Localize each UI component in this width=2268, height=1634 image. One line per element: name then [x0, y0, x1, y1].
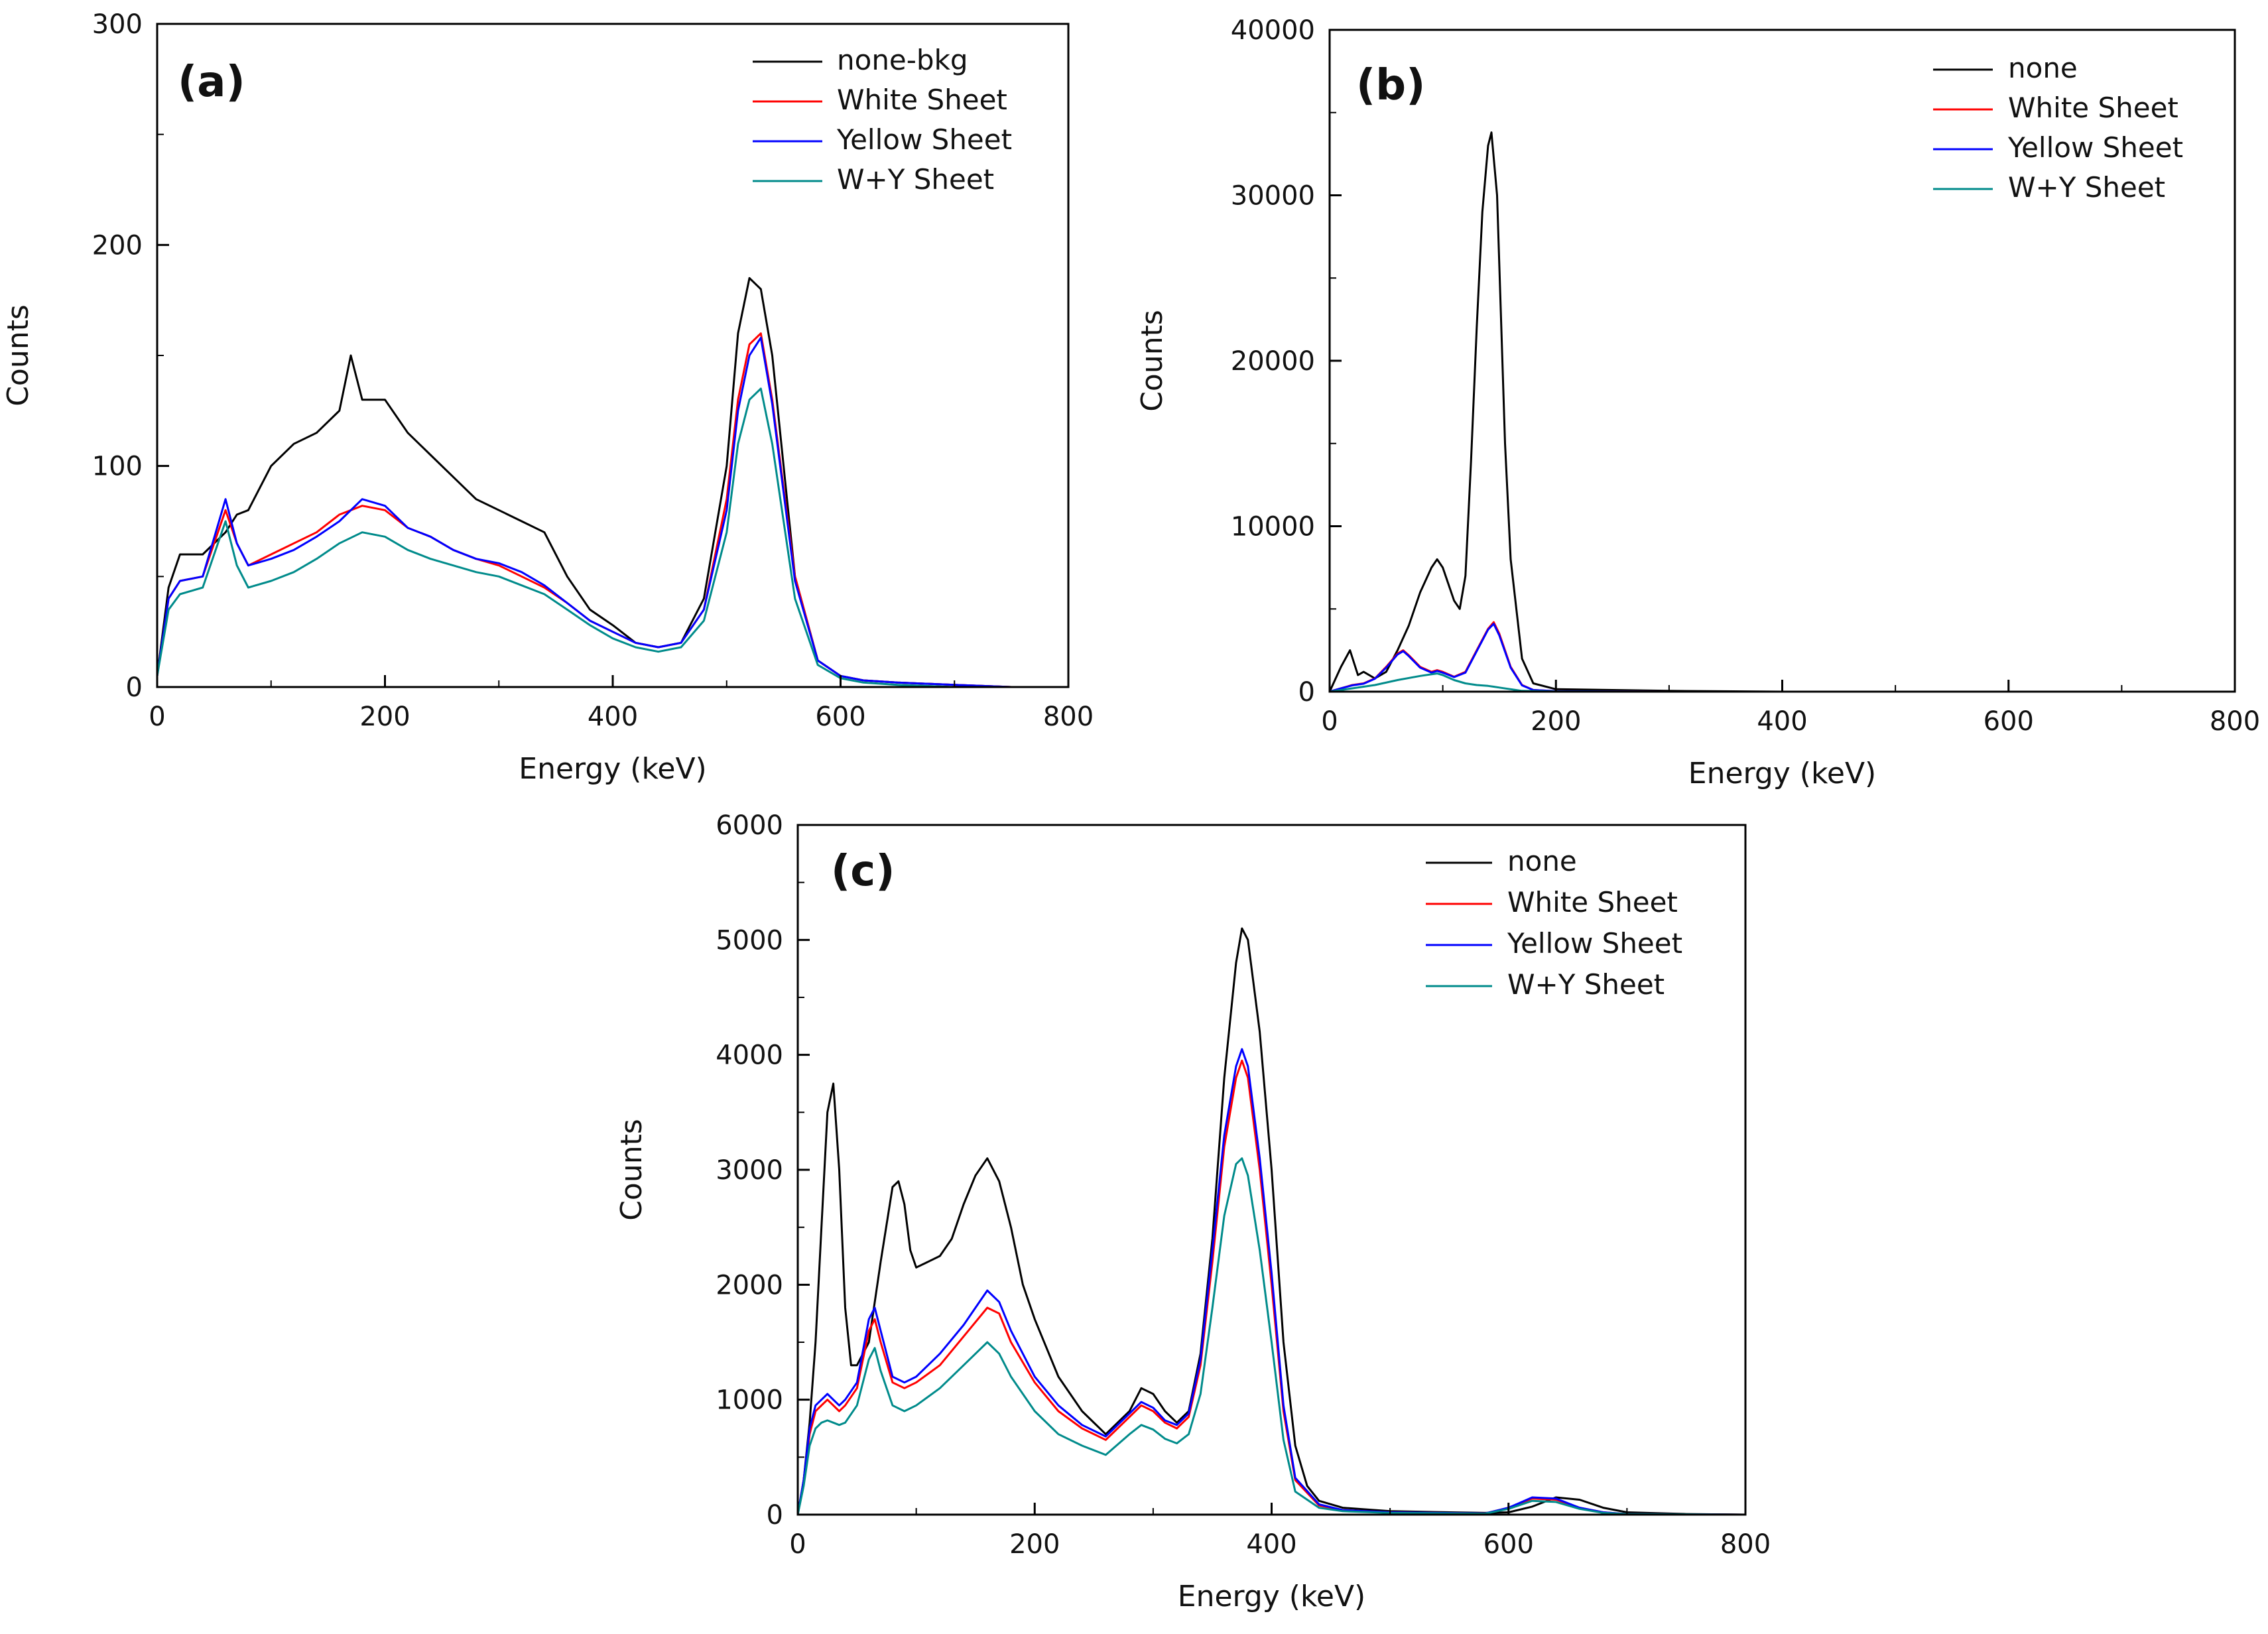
legend-label: W+Y Sheet: [2008, 171, 2165, 204]
x-tick-label: 0: [1321, 706, 1338, 737]
series-line-none-bkg: [157, 277, 1068, 687]
y-tick-label: 3000: [716, 1155, 783, 1186]
x-tick-label: 0: [149, 702, 165, 732]
y-axis-title: Counts: [1, 304, 35, 407]
x-tick-label: 600: [815, 702, 865, 732]
chart-panel-0: 0 200 400 600 800 0 100 200 300 Energy (keV) Count…: [1, 9, 1094, 786]
series-line-w-y-sheet: [157, 387, 1068, 687]
series-line-w-y-sheet: [798, 1157, 1745, 1515]
series-line-none: [798, 927, 1745, 1515]
legend-label: White Sheet: [2008, 92, 2178, 124]
x-tick-label: 600: [1483, 1529, 1534, 1560]
y-tick-label: 0: [767, 1500, 783, 1531]
legend: none-bkg White Sheet Yellow Sheet W+Y Sheet: [753, 44, 1012, 196]
x-tick-label: 800: [1043, 702, 1094, 732]
series-line-white-sheet: [798, 1059, 1745, 1515]
x-tick-label: 200: [1531, 706, 1581, 737]
chart-panel-2: 0 200 400 600 800 0 1000 2000 3000 4000 5000 6000 En…: [615, 810, 1771, 1613]
y-tick-label: 6000: [716, 810, 783, 841]
panel-label: (b): [1356, 61, 1425, 110]
y-tick-label: 4000: [716, 1040, 783, 1071]
y-tick-label: 0: [1298, 677, 1315, 708]
x-tick-label: 600: [1984, 706, 2034, 737]
series-line-none: [1330, 131, 2235, 692]
x-tick-label: 400: [588, 702, 638, 732]
panel-label: (a): [178, 58, 245, 107]
chart-panel-1: 0 200 400 600 800 0 10000 20000 30000 40000 Energy…: [1135, 15, 2260, 790]
legend-label: Yellow Sheet: [1507, 927, 1682, 960]
x-axis-title: Energy (keV): [1178, 1580, 1365, 1613]
legend-label: none: [1507, 845, 1577, 877]
y-tick-label: 300: [92, 9, 143, 40]
y-tick-label: 200: [92, 230, 143, 261]
series-line-yellow-sheet: [1330, 623, 2235, 692]
legend-label: W+Y Sheet: [837, 163, 994, 196]
legend-label: White Sheet: [837, 84, 1007, 116]
legend-label: Yellow Sheet: [2007, 131, 2183, 164]
x-tick-label: 400: [1757, 706, 1807, 737]
y-axis-title: Counts: [615, 1119, 649, 1221]
legend-label: none-bkg: [837, 44, 968, 76]
legend-label: none: [2008, 52, 2078, 84]
x-tick-label: 0: [789, 1529, 806, 1560]
legend-label: Yellow Sheet: [836, 123, 1012, 156]
legend: none White Sheet Yellow Sheet W+Y Sheet: [1933, 52, 2183, 204]
y-tick-label: 0: [126, 672, 143, 703]
x-axis-title: Energy (keV): [1688, 757, 1876, 790]
x-tick-label: 200: [359, 702, 410, 732]
y-axis-title: Counts: [1135, 310, 1169, 412]
series-line-yellow-sheet: [157, 336, 1068, 687]
series-line-white-sheet: [157, 332, 1068, 687]
x-axis-title: Energy (keV): [519, 752, 706, 786]
series-line-yellow-sheet: [798, 1048, 1745, 1515]
panel-label: (c): [831, 847, 895, 896]
x-tick-label: 800: [1720, 1529, 1771, 1560]
y-tick-label: 1000: [716, 1385, 783, 1416]
plot-frame: [1328, 29, 2236, 693]
series-line-w-y-sheet: [1330, 672, 2235, 692]
y-tick-label: 20000: [1231, 346, 1315, 377]
y-tick-label: 5000: [716, 925, 783, 956]
y-tick-label: 100: [92, 452, 143, 482]
legend: none White Sheet Yellow Sheet W+Y Sheet: [1426, 845, 1682, 1001]
legend-label: White Sheet: [1507, 886, 1678, 918]
y-tick-label: 2000: [716, 1270, 783, 1300]
x-tick-label: 200: [1009, 1529, 1060, 1560]
x-tick-label: 400: [1246, 1529, 1296, 1560]
x-tick-label: 800: [2210, 706, 2260, 737]
y-tick-label: 30000: [1231, 181, 1315, 212]
y-tick-label: 40000: [1231, 15, 1315, 46]
legend-label: W+Y Sheet: [1507, 968, 1665, 1001]
y-tick-label: 10000: [1231, 512, 1315, 542]
